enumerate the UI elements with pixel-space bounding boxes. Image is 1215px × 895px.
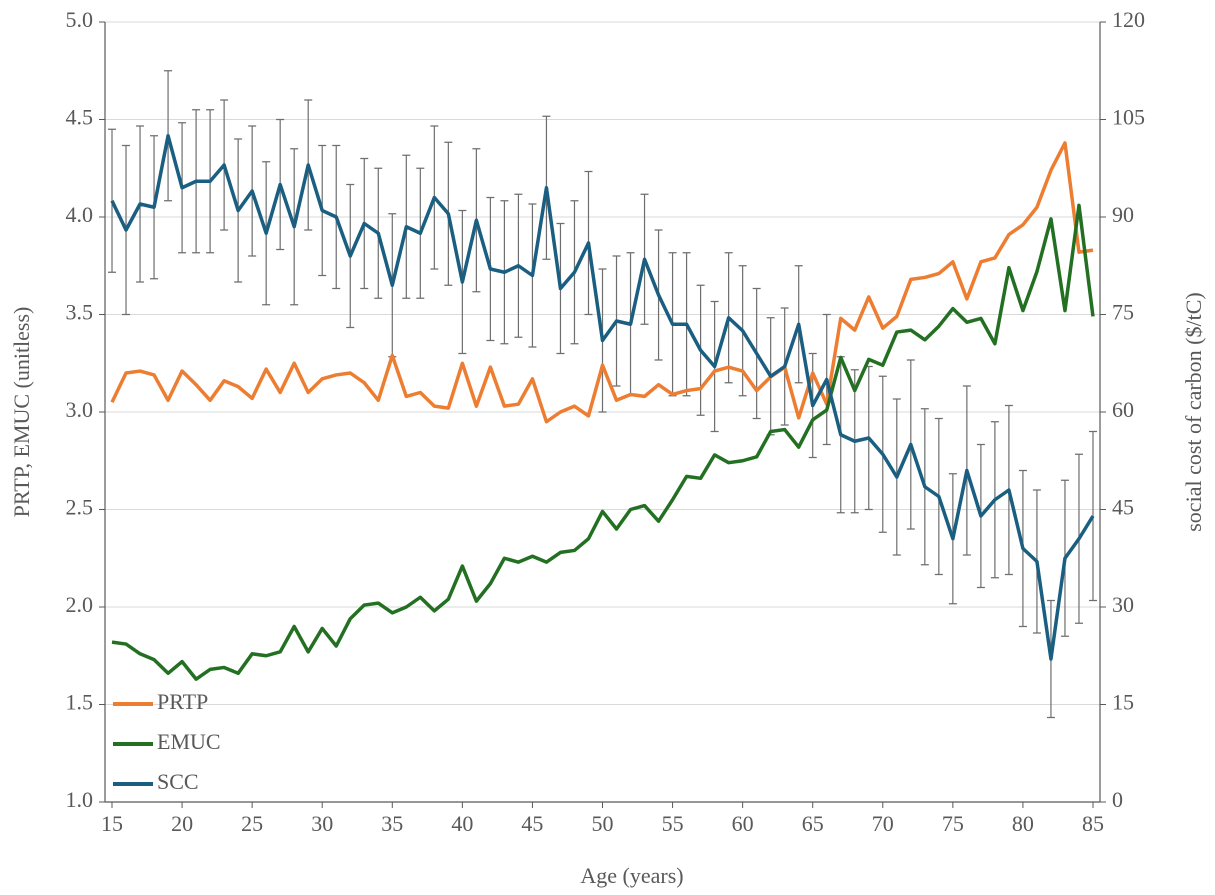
y2-tick-label: 75 bbox=[1112, 300, 1134, 325]
y2-tick-label: 60 bbox=[1112, 397, 1134, 422]
x-axis-label: Age (years) bbox=[580, 863, 683, 888]
y-tick-label: 1.5 bbox=[66, 690, 94, 715]
error-bar bbox=[108, 128, 117, 273]
x-tick-label: 80 bbox=[1012, 811, 1034, 836]
x-tick-label: 85 bbox=[1082, 811, 1104, 836]
y-tick-label: 4.0 bbox=[66, 202, 94, 227]
series-line bbox=[110, 134, 1095, 661]
x-tick-label: 65 bbox=[802, 811, 824, 836]
x-tick-label: 25 bbox=[241, 811, 263, 836]
legend-label: EMUC bbox=[157, 729, 221, 754]
y2-tick-label: 120 bbox=[1112, 7, 1145, 32]
y-tick-label: 5.0 bbox=[66, 7, 94, 32]
y2-axis-label: social cost of carbon ($/tC) bbox=[1181, 292, 1206, 532]
y-tick-label: 3.5 bbox=[66, 300, 94, 325]
x-tick-label: 60 bbox=[732, 811, 754, 836]
x-tick-label: 35 bbox=[381, 811, 403, 836]
x-tick-label: 70 bbox=[872, 811, 894, 836]
x-tick-label: 50 bbox=[592, 811, 614, 836]
y-tick-label: 1.0 bbox=[66, 787, 94, 812]
x-tick-label: 15 bbox=[101, 811, 123, 836]
legend-label: SCC bbox=[157, 769, 199, 794]
y2-tick-label: 0 bbox=[1112, 787, 1123, 812]
y2-tick-label: 15 bbox=[1112, 690, 1134, 715]
y-tick-label: 2.0 bbox=[66, 592, 94, 617]
y2-tick-label: 30 bbox=[1112, 592, 1134, 617]
x-tick-label: 40 bbox=[451, 811, 473, 836]
x-tick-label: 55 bbox=[662, 811, 684, 836]
y2-tick-label: 90 bbox=[1112, 202, 1134, 227]
legend-label: PRTP bbox=[157, 689, 208, 714]
x-tick-label: 75 bbox=[942, 811, 964, 836]
y2-tick-label: 105 bbox=[1112, 105, 1145, 130]
x-tick-label: 30 bbox=[311, 811, 333, 836]
x-tick-label: 20 bbox=[171, 811, 193, 836]
y-axis-label: PRTP, EMUC (unitless) bbox=[9, 307, 34, 518]
y2-tick-label: 45 bbox=[1112, 495, 1134, 520]
y-tick-label: 2.5 bbox=[66, 495, 94, 520]
y-tick-label: 4.5 bbox=[66, 105, 94, 130]
series-line bbox=[111, 203, 1095, 681]
series-line bbox=[110, 141, 1094, 424]
y-tick-label: 3.0 bbox=[66, 397, 94, 422]
x-tick-label: 45 bbox=[521, 811, 543, 836]
